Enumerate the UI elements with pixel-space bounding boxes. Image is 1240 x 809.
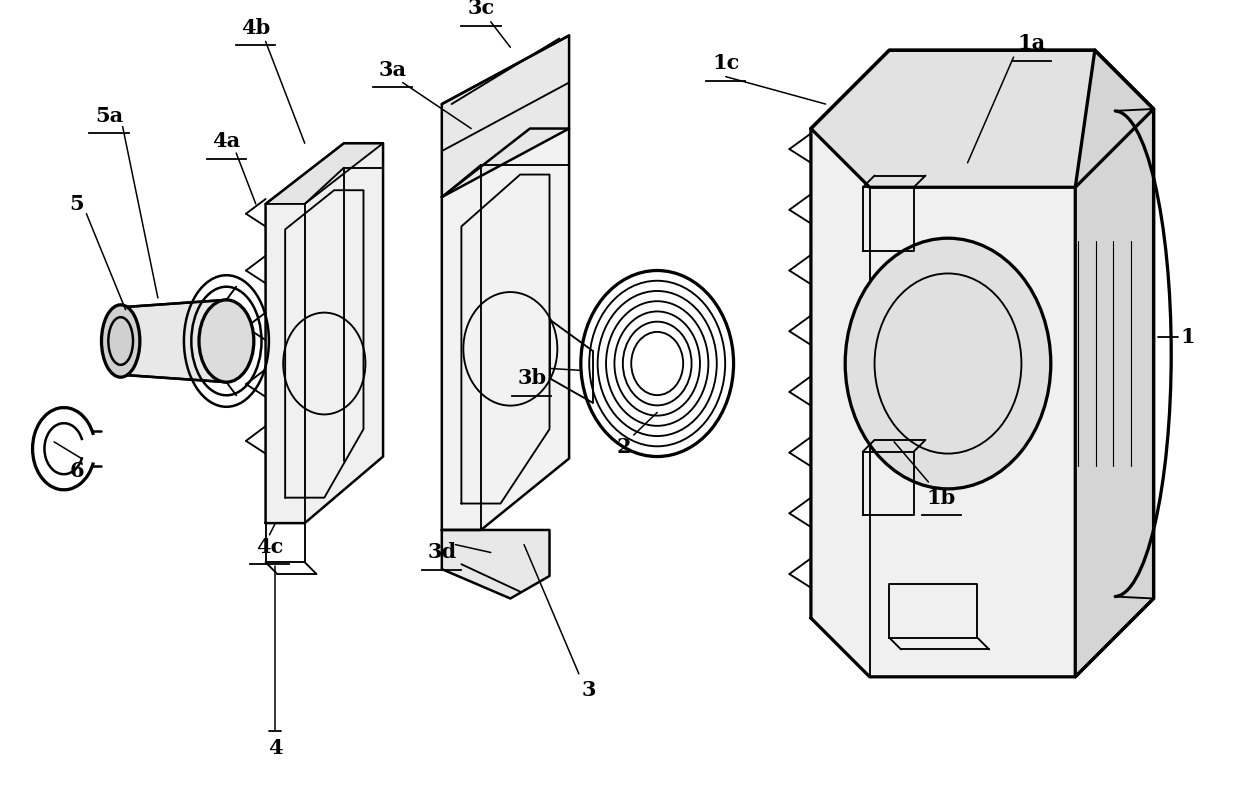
Text: 3b: 3b [517,368,547,388]
Polygon shape [1075,50,1153,677]
Text: 4b: 4b [241,18,270,38]
Polygon shape [811,50,1153,677]
Polygon shape [265,143,383,204]
Text: 1: 1 [1180,327,1195,347]
Text: 6: 6 [69,461,84,481]
Text: 1a: 1a [1017,33,1045,53]
Text: 1c: 1c [712,53,739,73]
Text: 1b: 1b [926,488,956,508]
Ellipse shape [102,305,140,377]
Polygon shape [811,50,1153,188]
Text: 4c: 4c [255,536,283,557]
Text: 3d: 3d [428,543,456,562]
Text: 3a: 3a [379,60,407,80]
Polygon shape [441,530,549,599]
Text: 5a: 5a [95,106,123,126]
Text: 2: 2 [616,437,631,457]
Polygon shape [265,143,383,523]
Ellipse shape [846,238,1050,489]
Text: 5: 5 [69,194,84,214]
Ellipse shape [198,300,254,382]
Polygon shape [441,129,569,530]
Text: 3c: 3c [467,0,495,18]
Text: 4a: 4a [212,131,241,151]
Text: 3: 3 [582,680,596,700]
Text: 4: 4 [268,739,283,758]
Polygon shape [441,36,569,197]
Polygon shape [120,300,227,382]
